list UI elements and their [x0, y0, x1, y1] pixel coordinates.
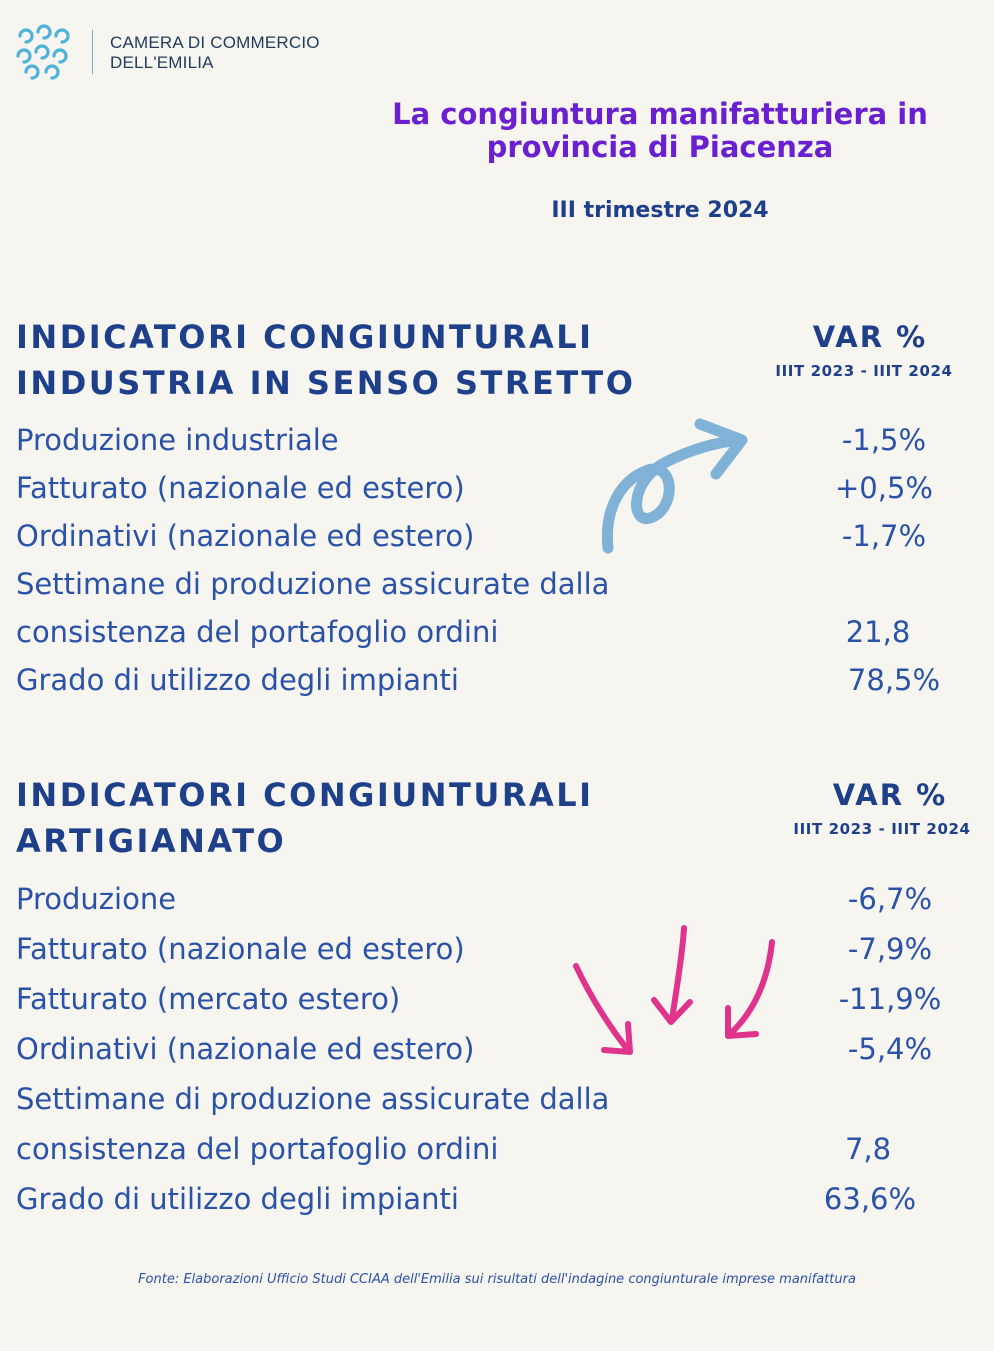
industria-table: Produzione industriale -1,5% Fatturato (… — [16, 416, 976, 704]
row-label: consistenza del portafoglio ordini — [16, 1132, 499, 1166]
brand-name: CAMERA DI COMMERCIO DELL'EMILIA — [110, 33, 320, 73]
row-value: 63,6% — [823, 1182, 917, 1216]
logo-divider — [92, 30, 93, 74]
table-row: Fatturato (mercato estero) -11,9% — [16, 974, 976, 1024]
row-label: Fatturato (mercato estero) — [16, 982, 401, 1016]
row-label: Fatturato (nazionale ed estero) — [16, 932, 465, 966]
row-value: -11,9% — [838, 982, 942, 1016]
title-line-1: La congiuntura manifatturiera in — [392, 97, 928, 131]
row-value: -5,4% — [847, 1032, 933, 1066]
row-label: consistenza del portafoglio ordini — [16, 615, 499, 649]
row-value: -6,7% — [847, 882, 933, 916]
period-label: III trimestre 2024 — [551, 198, 769, 223]
table-row: Fatturato (nazionale ed estero) +0,5% — [16, 464, 976, 512]
row-label: Produzione industriale — [16, 423, 339, 457]
table-row: Produzione industriale -1,5% — [16, 416, 976, 464]
industria-var-header: VAR % — [812, 320, 928, 354]
row-label: Fatturato (nazionale ed estero) — [16, 471, 465, 505]
artigianato-table: Produzione -6,7% Fatturato (nazionale ed… — [16, 874, 976, 1224]
artigianato-section-title: INDICATORI CONGIUNTURALI ARTIGIANATO — [16, 772, 594, 864]
row-value: -1,7% — [841, 519, 927, 553]
artigianato-var-header: VAR % — [832, 778, 948, 812]
row-label: Ordinativi (nazionale ed estero) — [16, 1032, 475, 1066]
table-row: Fatturato (nazionale ed estero) -7,9% — [16, 924, 976, 974]
arrow-down-icon — [651, 925, 693, 1025]
row-value: 7,8 — [844, 1132, 892, 1166]
row-value: 21,8 — [845, 615, 911, 649]
artigianato-title-line-2: ARTIGIANATO — [16, 822, 287, 860]
table-row: Settimane di produzione assicurate dalla — [16, 560, 976, 608]
artigianato-title-line-1: INDICATORI CONGIUNTURALI — [16, 776, 594, 814]
row-label: Produzione — [16, 882, 177, 916]
curly-arrow-up-icon — [601, 418, 748, 554]
arrow-down-icon — [725, 939, 775, 1039]
row-label: Grado di utilizzo degli impianti — [16, 1182, 459, 1216]
row-value: 78,5% — [847, 663, 941, 697]
table-row: Ordinativi (nazionale ed estero) -5,4% — [16, 1024, 976, 1074]
industria-title-line-1: INDICATORI CONGIUNTURALI — [16, 318, 594, 356]
table-row: consistenza del portafoglio ordini 21,8 — [16, 608, 976, 656]
title-line-2: provincia di Piacenza — [486, 130, 834, 164]
row-label: Settimane di produzione assicurate dalla — [16, 1082, 610, 1116]
brand-line-1: CAMERA DI COMMERCIO — [110, 33, 320, 52]
row-label: Ordinativi (nazionale ed estero) — [16, 519, 475, 553]
table-row: Ordinativi (nazionale ed estero) -1,7% — [16, 512, 976, 560]
row-label: Settimane di produzione assicurate dalla — [16, 567, 610, 601]
artigianato-var-period: IIIT 2023 - IIIT 2024 — [793, 820, 971, 838]
industria-var-period: IIIT 2023 - IIIT 2024 — [775, 362, 953, 380]
ccc-logo-icon — [16, 24, 70, 80]
page-title: La congiuntura manifatturiera in provinc… — [330, 98, 990, 164]
table-row: Produzione -6,7% — [16, 874, 976, 924]
row-value: -7,9% — [847, 932, 933, 966]
arrow-down-icon — [573, 963, 633, 1055]
brand-line-2: DELL'EMILIA — [110, 53, 214, 72]
row-label: Grado di utilizzo degli impianti — [16, 663, 459, 697]
industria-section-title: INDICATORI CONGIUNTURALI INDUSTRIA IN SE… — [16, 314, 635, 406]
row-value: -1,5% — [841, 423, 927, 457]
table-row: Settimane di produzione assicurate dalla — [16, 1074, 976, 1124]
table-row: consistenza del portafoglio ordini 7,8 — [16, 1124, 976, 1174]
table-row: Grado di utilizzo degli impianti 78,5% — [16, 656, 976, 704]
source-note: Fonte: Elaborazioni Ufficio Studi CCIAA … — [138, 1272, 856, 1287]
row-value: +0,5% — [835, 471, 933, 505]
table-row: Grado di utilizzo degli impianti 63,6% — [16, 1174, 976, 1224]
industria-title-line-2: INDUSTRIA IN SENSO STRETTO — [16, 364, 636, 402]
